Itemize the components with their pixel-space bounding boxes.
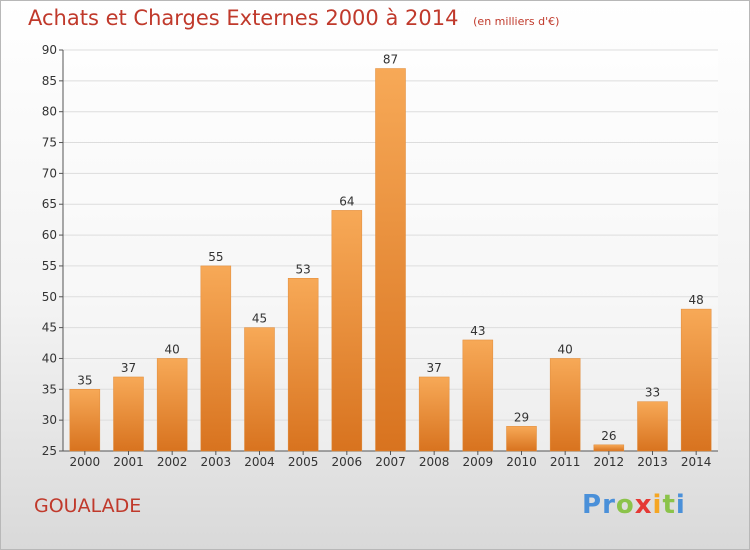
bar — [113, 376, 144, 452]
logo-letter: x — [634, 490, 653, 520]
bar-value-label: 48 — [689, 293, 704, 307]
bar — [69, 389, 101, 452]
chart-subtitle: (en milliers d'€) — [473, 15, 560, 28]
bar — [244, 327, 275, 452]
bar-value-label: 43 — [470, 324, 485, 338]
y-tick-label: 80 — [42, 105, 57, 119]
bar-value-label: 37 — [121, 361, 136, 375]
logo-letter: i — [675, 490, 686, 520]
x-tick-label: 2001 — [113, 455, 144, 469]
x-tick-label: 2008 — [419, 455, 450, 469]
logo-letter: r — [602, 490, 616, 520]
y-tick-label: 45 — [42, 321, 57, 335]
bar-value-label: 64 — [339, 194, 354, 208]
chart-title-block: Achats et Charges Externes 2000 à 2014 (… — [28, 6, 559, 30]
logo-letter: o — [615, 490, 635, 520]
bar — [200, 265, 232, 452]
y-tick-label: 60 — [42, 228, 57, 242]
y-tick-label: 70 — [42, 166, 57, 180]
y-tick-label: 25 — [42, 444, 57, 458]
y-tick-label: 90 — [42, 43, 57, 57]
y-tick-label: 65 — [42, 197, 57, 211]
y-tick-label: 50 — [42, 290, 57, 304]
x-tick-label: 2006 — [332, 455, 363, 469]
x-tick-label: 2010 — [506, 455, 537, 469]
bar-value-label: 55 — [208, 250, 223, 264]
x-tick-label: 2012 — [594, 455, 625, 469]
bar — [331, 210, 363, 452]
x-tick-label: 2014 — [681, 455, 712, 469]
bar — [418, 376, 450, 452]
logo-letter: i — [652, 490, 663, 520]
x-tick-label: 2005 — [288, 455, 319, 469]
bar-value-label: 26 — [601, 429, 616, 443]
y-tick-label: 85 — [42, 74, 57, 88]
y-tick-label: 55 — [42, 259, 57, 273]
bar-value-label: 87 — [383, 53, 398, 67]
x-tick-label: 2003 — [201, 455, 232, 469]
bar-value-label: 37 — [427, 361, 442, 375]
y-tick-label: 30 — [42, 413, 57, 427]
x-tick-label: 2007 — [375, 455, 406, 469]
logo-letter: t — [662, 490, 676, 520]
x-tick-label: 2004 — [244, 455, 275, 469]
logo-letter: P — [582, 490, 603, 520]
bar-value-label: 40 — [558, 342, 573, 356]
bar-value-label: 33 — [645, 386, 660, 400]
x-tick-label: 2002 — [157, 455, 188, 469]
x-tick-label: 2011 — [550, 455, 581, 469]
town-name: GOUALADE — [34, 495, 142, 517]
bar — [462, 339, 494, 452]
x-tick-label: 2000 — [70, 455, 101, 469]
bar — [549, 358, 581, 452]
bar-value-label: 45 — [252, 312, 267, 326]
bar — [375, 68, 406, 452]
bar — [156, 358, 188, 452]
bar — [287, 278, 319, 452]
bar — [680, 308, 712, 452]
y-tick-label: 40 — [42, 351, 57, 365]
bar-value-label: 53 — [296, 262, 311, 276]
y-tick-label: 75 — [42, 136, 57, 150]
bar-value-label: 29 — [514, 410, 529, 424]
bar — [506, 426, 537, 452]
bar — [593, 444, 625, 452]
x-tick-label: 2009 — [463, 455, 494, 469]
bar-value-label: 40 — [165, 342, 180, 356]
x-tick-label: 2013 — [637, 455, 668, 469]
chart-title: Achats et Charges Externes 2000 à 2014 — [28, 6, 459, 30]
bar-value-label: 35 — [77, 373, 92, 387]
proxiti-logo[interactable]: Proxiti — [582, 490, 686, 520]
bar — [637, 401, 668, 452]
y-tick-label: 35 — [42, 382, 57, 396]
